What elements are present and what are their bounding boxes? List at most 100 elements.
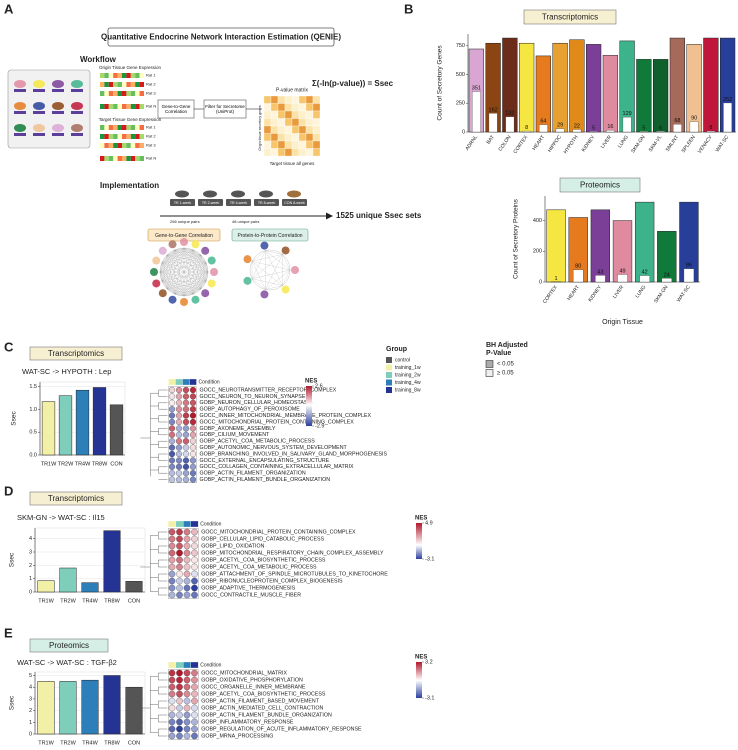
heat-cell <box>108 143 114 148</box>
formula: Σ(-ln(p-value)) = Ssec <box>312 79 394 88</box>
legend-label: training_2w <box>395 372 421 378</box>
value-label: 64 <box>540 119 546 125</box>
panel-label: E <box>4 625 13 640</box>
value-label: 24 <box>664 272 670 278</box>
dot <box>168 457 176 464</box>
tissue-tag <box>14 133 26 136</box>
x-tick-label: CORTEX <box>542 284 559 305</box>
matrix-cell <box>298 95 307 104</box>
dot <box>168 697 176 705</box>
matrix-cell <box>263 125 272 134</box>
x-tick-label: TR1W <box>41 461 57 467</box>
term-label: GOBP_NEURON_CELLULAR_HOMEOSTASIS <box>200 400 313 406</box>
network-edge <box>200 255 207 282</box>
value-label: 8 <box>525 125 528 131</box>
dot <box>182 463 190 470</box>
condition-strip <box>175 661 184 669</box>
matrix-cell <box>305 103 314 112</box>
rat-icon <box>287 190 301 198</box>
badge-label: Transcriptomics <box>48 349 104 358</box>
rat-label: Rat 3 <box>146 143 156 148</box>
network-edge <box>159 271 175 295</box>
dot <box>168 393 176 400</box>
network-edge <box>251 261 291 271</box>
x-tick-label: BAT <box>486 134 496 145</box>
term-label: GOBP_RIBONUCLEOPROTEIN_COMPLEX_BIOGENESI… <box>201 578 343 584</box>
x-tick-label: KIDNEY <box>581 134 597 153</box>
heat-cell <box>122 134 127 139</box>
network-edge <box>166 249 194 290</box>
dot <box>183 542 191 550</box>
heat-cell <box>126 143 131 148</box>
matrix-cell <box>270 110 279 119</box>
pair-count: 256 unique pairs <box>170 219 200 224</box>
tissue-icon <box>14 102 26 110</box>
network-edge <box>183 247 202 256</box>
matrix-cell <box>291 118 300 127</box>
result-label: 1525 unique Ssec sets <box>336 211 422 220</box>
value-label: 8 <box>709 125 712 131</box>
condition-strip <box>189 378 197 386</box>
timeline: TR 1-week TR 2-week TR 4-week TR 8-week CON … <box>170 190 307 206</box>
chart-title: SKM-GN -> WAT-SC : Il15 <box>17 513 105 522</box>
heat-cell <box>139 91 144 96</box>
matrix-cell <box>284 103 293 112</box>
colorbar-label: -3.1 <box>425 695 434 701</box>
y-tick-label: 400 <box>533 218 542 224</box>
heat-cell <box>126 134 131 139</box>
heat-cell <box>130 156 136 161</box>
x-tick-label: SPLEEN <box>681 134 697 154</box>
term-label: GOCC_NEUROTRANSMITTER_RECEPTOR_COMPLEX <box>200 387 337 393</box>
condition-strip <box>183 661 191 669</box>
term-label: GOBP_ACETYL_COA_METABOLIC_PROCESS <box>201 564 317 570</box>
network-edge <box>183 247 194 250</box>
dot <box>189 393 197 400</box>
bar <box>552 42 568 133</box>
inner-bar <box>505 116 515 133</box>
x-tick-label: TR1W <box>38 740 54 746</box>
x-tick-label: CON <box>110 461 122 467</box>
y-tick-label: 4 <box>29 685 32 691</box>
network-edge <box>161 262 207 282</box>
heat-cell <box>122 82 127 87</box>
dot <box>183 732 191 740</box>
tissue-icon <box>33 102 45 110</box>
matrix-cell <box>298 133 307 142</box>
term-label: GOBP_CILIUM_MOVEMENT <box>200 432 271 438</box>
network-edge <box>166 249 175 256</box>
heat-cell <box>139 125 144 130</box>
term-label: GOBP_LIPID_OXIDATION <box>201 543 264 549</box>
network-node <box>243 276 252 285</box>
network-edge <box>161 262 168 289</box>
heat-cell <box>100 156 105 161</box>
heat-cell <box>100 73 105 78</box>
heat-cell <box>108 134 114 139</box>
x-tick-label: LUNG <box>617 134 630 149</box>
matrix-cell <box>277 95 286 104</box>
timepoint-label: TR 2-week <box>202 201 220 205</box>
dot <box>182 450 190 458</box>
network-edge <box>174 249 185 297</box>
heat-cell <box>108 73 114 78</box>
term-label: GOCC_INNER_MITOCHONDRIAL_MEMBRANE_PROTEI… <box>200 413 372 419</box>
value-label: 86 <box>686 263 692 269</box>
legend-swatch <box>386 387 392 393</box>
heatmap-label: Origin Tissue Gene Expression <box>99 65 162 70</box>
dot <box>176 683 183 691</box>
heat-cell <box>135 73 140 78</box>
matrix-cell <box>263 118 272 127</box>
network-node <box>281 246 290 255</box>
heat-cell <box>122 143 127 148</box>
panel-label: B <box>404 1 413 16</box>
term-label: GOBP_ACETYL_COA_METABOLIC_PROCESS <box>200 439 316 445</box>
value-label: 80 <box>575 264 581 270</box>
dot <box>183 584 191 592</box>
dot <box>189 412 197 419</box>
term-label: GOBP_ACETYL_COA_BIOSYNTHETIC_PROCESS <box>201 691 326 697</box>
matrix-cell <box>277 125 286 134</box>
matrix-cell <box>263 95 272 104</box>
matrix-cell <box>312 110 321 119</box>
network-node <box>152 256 161 265</box>
dot <box>168 725 176 733</box>
timepoint-box <box>170 199 195 206</box>
